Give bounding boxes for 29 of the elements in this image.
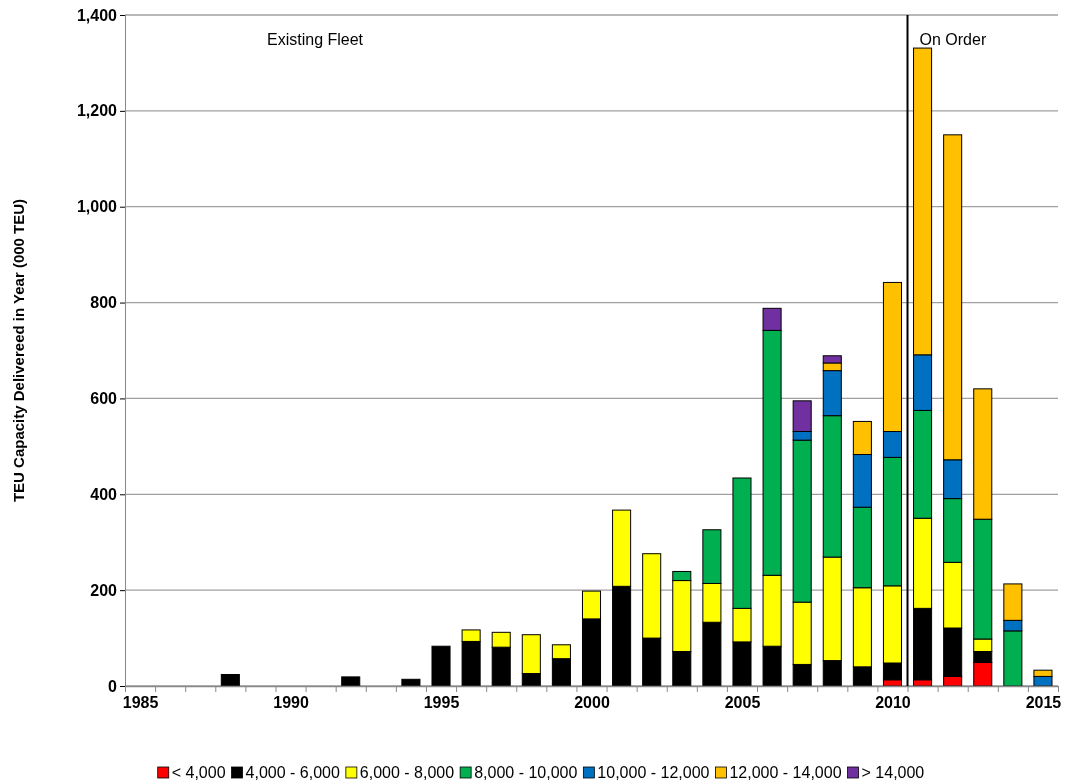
bar <box>431 645 451 687</box>
y-tick-label: 1,200 <box>76 102 118 120</box>
y-tick-label: 800 <box>90 294 118 312</box>
y-tick-label: 0 <box>108 677 118 695</box>
x-tick-label: 2010 <box>875 694 911 712</box>
y-axis-title: TEU Capacity Delivereed in Year (000 TEU) <box>10 198 27 503</box>
x-tick-label: 1985 <box>122 694 159 712</box>
legend-label: > 14,000 <box>861 764 925 781</box>
bar <box>401 678 421 687</box>
legend-label: 6,000 - 8,000 <box>359 764 455 781</box>
y-tick-label: 600 <box>90 390 118 408</box>
x-tick-label: 2000 <box>574 694 610 712</box>
y-tick-label: 200 <box>90 581 118 599</box>
legend-label: 4,000 - 6,000 <box>245 764 340 781</box>
legend-label: 8,000 - 10,000 <box>474 764 578 781</box>
x-tick-label: 1990 <box>273 694 309 712</box>
y-tick-label: 1,400 <box>76 6 118 24</box>
x-tick-label: 2005 <box>724 694 761 712</box>
y-tick-label: 400 <box>90 485 118 503</box>
x-tick-label: 1995 <box>423 694 460 712</box>
legend-label: 12,000 - 14,000 <box>729 764 842 781</box>
ref-line-label: On Order <box>919 31 987 48</box>
x-tick-label: 2015 <box>1025 694 1062 712</box>
bar <box>341 676 361 687</box>
y-tick-label: 1,000 <box>76 198 118 216</box>
annotation: Existing Fleet <box>267 31 364 48</box>
bar <box>220 674 240 687</box>
legend-label: 10,000 - 12,000 <box>597 764 710 781</box>
legend-label: < 4,000 <box>171 764 226 781</box>
